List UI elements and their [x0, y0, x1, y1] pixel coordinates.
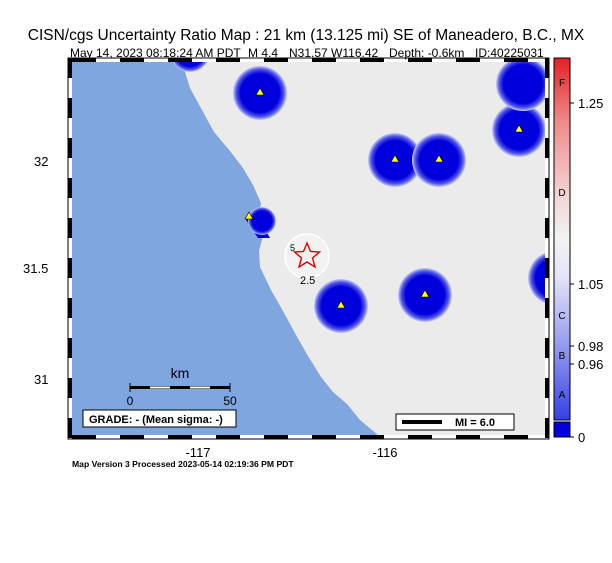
lon-label-116: -116 — [372, 445, 397, 460]
cb-value-0-96: 0.96 — [578, 357, 603, 372]
scale-unit: km — [171, 365, 190, 381]
event-id: ID:40225031 — [475, 46, 544, 60]
scale-tick-0: 0 — [127, 394, 134, 408]
grade-c: C — [558, 311, 565, 322]
lat-label-32: 32 — [34, 154, 48, 169]
scale-tick-50: 50 — [223, 394, 237, 408]
station-icon — [514, 124, 524, 133]
map-title: CISN/cgs Uncertainty Ratio Map : 21 km (… — [27, 27, 585, 44]
cb-value-1-05: 1.05 — [578, 277, 603, 292]
map-version: Map Version 3 Processed 2023-05-14 02:19… — [72, 459, 294, 469]
map-frame — [67, 57, 550, 440]
event-depth: Depth: -0.6km — [389, 46, 465, 60]
contour-label-top: 5 — [290, 243, 295, 253]
station-markers — [244, 87, 524, 309]
mi-label: MI = 6.0 — [455, 417, 495, 429]
grade-b: B — [559, 351, 566, 362]
event-magnitude: M 4.4 — [248, 46, 279, 60]
grade-a: A — [559, 390, 566, 401]
event-location: N31.57 W116.42 — [289, 46, 379, 60]
lat-label-31: 31 — [34, 372, 48, 387]
cb-value-1-25: 1.25 — [578, 96, 603, 111]
lat-label-31-5: 31.5 — [23, 261, 48, 276]
event-date: May 14, 2023 08:18:24 AM PDT — [70, 46, 241, 60]
colorbar: F D C B A 1.25 1.05 0.98 0.96 0 — [553, 57, 603, 445]
station-icon — [255, 87, 265, 96]
grade-d: D — [558, 188, 565, 199]
grade-label: GRADE: - (Mean sigma: -) — [89, 414, 223, 426]
station-icon — [434, 154, 444, 163]
epicenter-star-icon — [292, 241, 322, 269]
station-icon — [336, 300, 346, 309]
map-area: 5 2.5 km 0 50 GRADE: - (Mean sigma: -) M… — [72, 62, 545, 435]
grade-f: F — [559, 78, 565, 89]
scale-bar: km 0 50 — [127, 365, 237, 408]
station-halos — [172, 62, 545, 333]
station-icon — [244, 211, 254, 220]
uncertainty-contour — [284, 233, 330, 279]
mi-legend: MI = 6.0 — [395, 413, 515, 431]
station-icon — [420, 289, 430, 298]
grade-box: GRADE: - (Mean sigma: -) — [82, 409, 237, 428]
station-icon — [390, 154, 400, 163]
contour-label: 2.5 — [300, 275, 315, 287]
cb-value-0-98: 0.98 — [578, 339, 603, 354]
cb-value-0: 0 — [578, 430, 585, 445]
lon-label-117: -117 — [185, 445, 210, 460]
